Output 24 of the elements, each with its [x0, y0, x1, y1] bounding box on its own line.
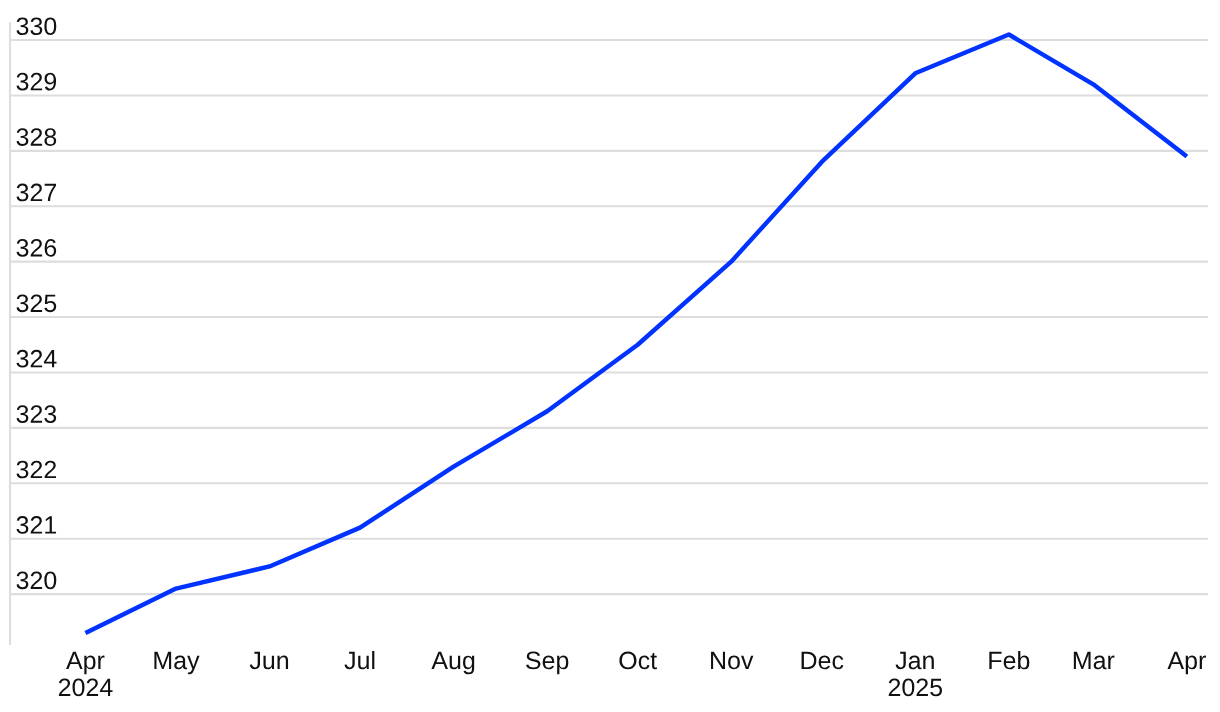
- x-tick-label: Jan 2025: [888, 651, 943, 697]
- y-tick-label: 327: [16, 183, 57, 202]
- x-tick-label: Jun: [249, 651, 289, 670]
- y-tick-label: 320: [16, 571, 57, 590]
- x-tick-label: Feb: [989, 650, 1030, 670]
- y-tick-label: 322: [16, 460, 57, 479]
- x-tick-label: Mar: [1073, 651, 1115, 670]
- x-tick-label: May: [154, 651, 200, 675]
- y-tick-label: 328: [16, 128, 57, 146]
- y-tick-label: 326: [16, 239, 57, 257]
- y-tick-label: 321: [16, 516, 57, 534]
- y-tick-label: 325: [16, 294, 57, 313]
- x-tick-label: Sep: [526, 651, 569, 675]
- x-tick-label: Apr 2024: [58, 651, 113, 697]
- x-tick-label: Jul: [344, 650, 375, 670]
- x-tick-label: Dec: [801, 651, 844, 670]
- x-tick-label: Apr: [1167, 651, 1206, 675]
- x-tick-label: Aug: [431, 651, 475, 675]
- x-tick-label: Nov: [711, 651, 754, 670]
- y-tick-label: 323: [16, 405, 57, 423]
- y-tick-label: 324: [16, 349, 57, 368]
- y-tick-label: 330: [16, 17, 57, 36]
- x-tick-label: Oct: [619, 651, 657, 670]
- y-tick-label: 329: [16, 72, 57, 91]
